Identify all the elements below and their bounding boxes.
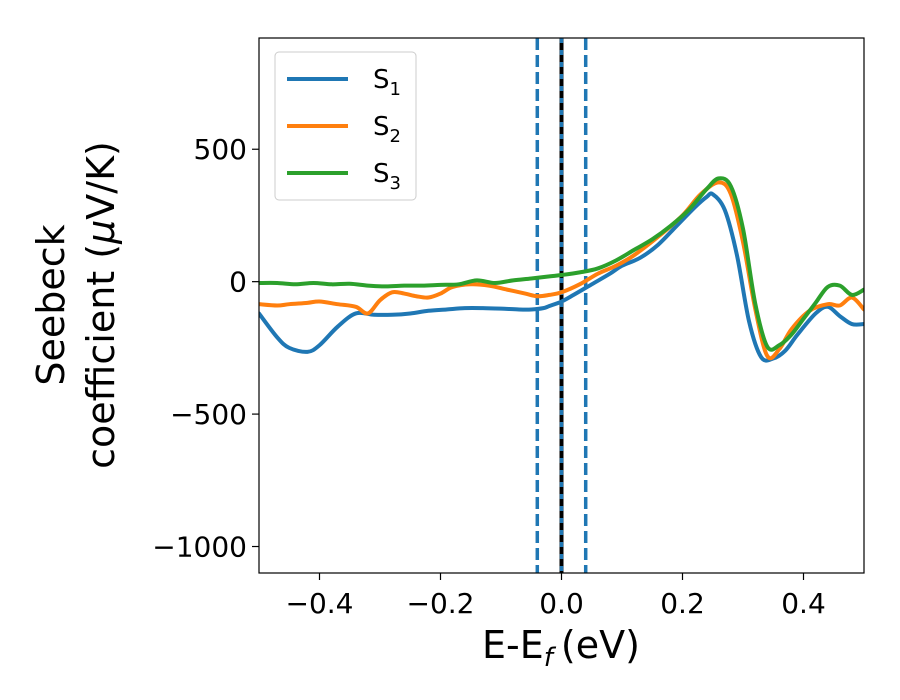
series-line-s2	[259, 180, 864, 361]
legend: S1 S2 S3	[274, 51, 417, 201]
legend-label-s2: S2	[373, 112, 401, 147]
y-axis-ticks: −1000 −500 0 500	[152, 133, 259, 564]
x-tick-label: 0.4	[781, 587, 826, 620]
legend-label-s3: S3	[373, 159, 401, 194]
x-tick-label: 0.2	[660, 587, 705, 620]
series-lines	[259, 176, 864, 363]
x-tick-label: −0.2	[407, 587, 475, 620]
y-tick-label: −500	[170, 398, 247, 431]
legend-label-s1: S1	[373, 65, 401, 100]
series-line-s3	[259, 176, 864, 352]
x-axis-title: E-Ef (eV)	[482, 623, 640, 673]
y-tick-label: 500	[194, 133, 247, 166]
y-axis-title-mu: μ	[79, 220, 123, 245]
y-axis-title-line1: Seebeck	[29, 224, 73, 385]
x-axis-ticks: −0.4 −0.2 0.0 0.2 0.4	[286, 573, 826, 620]
x-tick-label: 0.0	[539, 587, 584, 620]
y-axis-title-line2: coefficient (μV/K)	[79, 141, 123, 469]
y-tick-label: 0	[229, 266, 247, 299]
x-tick-label: −0.4	[286, 587, 354, 620]
x-axis-title-subscript: f	[544, 643, 557, 673]
y-tick-label: −1000	[152, 531, 247, 564]
x-axis-title-unit: (eV)	[561, 623, 640, 667]
vertical-reference-lines	[535, 38, 588, 573]
